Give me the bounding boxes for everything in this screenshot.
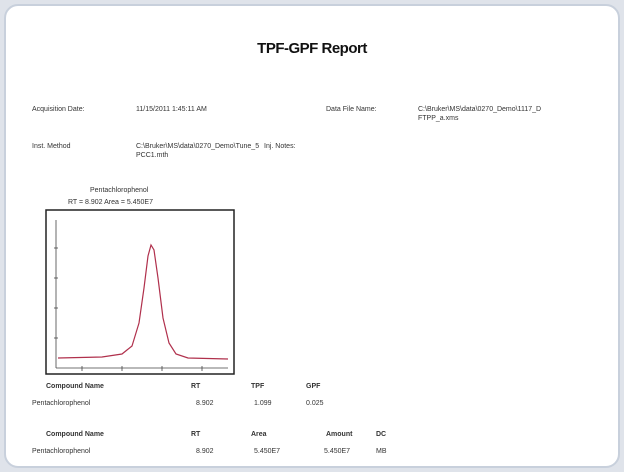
table-cell: Pentachlorophenol — [32, 400, 91, 407]
chromatogram — [45, 209, 235, 375]
table-cell: 5.450E7 — [254, 448, 281, 455]
table-cell: 0.025 — [306, 400, 324, 407]
report-title: TPF-GPF Report — [257, 40, 367, 57]
table-cell: Pentachlorophenol — [32, 448, 91, 455]
column-header: RT — [191, 383, 201, 390]
label: Data File Name: — [326, 106, 377, 113]
table-cell: 5.450E7 — [324, 448, 351, 455]
table-cell: 8.902 — [196, 400, 214, 407]
ticks — [54, 247, 203, 371]
label: Inst. Method — [32, 143, 71, 150]
column-header: Compound Name — [46, 383, 104, 390]
plot-compound: Pentachlorophenol — [90, 187, 149, 194]
table-cell: MB — [376, 448, 387, 455]
column-header: Area — [251, 431, 267, 438]
value: C:\Bruker\MS\data\0270_Demo\Tune_5 — [136, 143, 260, 150]
column-header: RT — [191, 431, 201, 438]
column-header: GPF — [306, 383, 321, 390]
column-header: Compound Name — [46, 431, 104, 438]
value: PCC1.mth — [136, 152, 169, 159]
value: FTPP_a.xms — [418, 115, 459, 122]
label: Inj. Notes: — [264, 143, 296, 150]
column-header: Amount — [326, 431, 353, 438]
peak-trace — [57, 243, 229, 360]
value: 11/15/2011 1:45:11 AM — [136, 106, 207, 113]
plot-caption: RT = 8.902 Area = 5.450E7 — [68, 199, 153, 206]
report-card: TPF-GPF Report Acquisition Date: 11/15/2… — [4, 4, 620, 468]
column-header: TPF — [251, 383, 265, 390]
table-cell: 1.099 — [254, 400, 272, 407]
plot-frame — [45, 209, 235, 375]
column-header: DC — [376, 431, 387, 438]
label: Acquisition Date: — [32, 106, 85, 113]
table-cell: 8.902 — [196, 448, 214, 455]
value: C:\Bruker\MS\data\0270_Demo\1117_D — [418, 106, 542, 113]
